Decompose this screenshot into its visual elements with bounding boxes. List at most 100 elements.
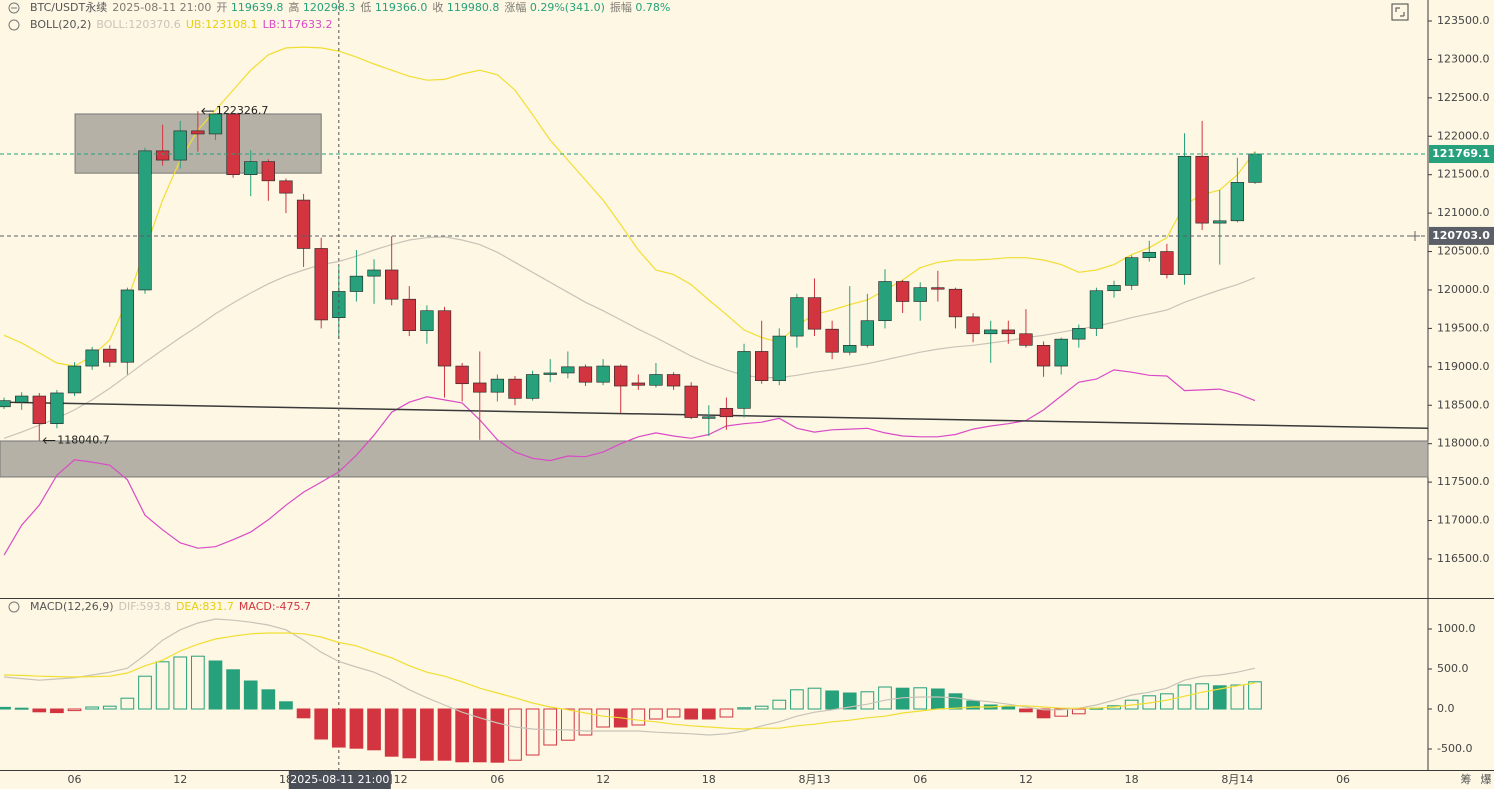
macd-bar: [314, 708, 329, 740]
trend-line: [0, 401, 1429, 430]
y-tick-label: 118500.0: [1437, 398, 1490, 411]
candle-body: [32, 395, 46, 424]
fullscreen-icon[interactable]: [1391, 3, 1409, 21]
label: 高: [288, 1, 300, 14]
macd-bar: [1071, 708, 1086, 715]
candle-body: [67, 365, 82, 394]
candle-body: [1160, 251, 1174, 275]
candle-body: [895, 281, 910, 302]
y-tick-label: 120000.0: [1437, 283, 1490, 296]
indicator-line: [3, 236, 1256, 439]
candle-body: [1142, 252, 1156, 258]
macd-bar: [649, 708, 663, 720]
indicator-icon[interactable]: [8, 19, 20, 31]
price-label: 121769.1: [1432, 147, 1490, 160]
indicator-icon[interactable]: [8, 601, 20, 613]
indicator-name: BOLL(20,2): [30, 18, 92, 31]
y-tick-label: 121000.0: [1437, 206, 1490, 219]
zone: [0, 440, 1429, 478]
candle-body: [719, 408, 734, 418]
x-tick-label: 8月14: [1221, 773, 1253, 786]
macd-bar: [701, 708, 716, 720]
macd-bar: [437, 708, 452, 761]
candle-body: [244, 161, 258, 175]
candle-body: [508, 378, 522, 399]
candle-body: [737, 351, 751, 409]
macd-bar: [561, 708, 575, 741]
price-label-box: [1429, 145, 1494, 164]
value: 119366.0: [374, 1, 428, 14]
candle-body: [543, 372, 557, 375]
candle-body: [1001, 329, 1015, 335]
crosshair-label: 2025-08-11 21:00: [290, 773, 389, 786]
value: 119639.8: [230, 1, 284, 14]
macd-bar: [825, 690, 839, 710]
plus-icon: [1410, 230, 1420, 241]
x-tick-label: 06: [68, 773, 82, 786]
candle-body: [85, 349, 99, 367]
collapse-icon[interactable]: [8, 2, 20, 14]
candle-body: [913, 287, 927, 302]
candle-body: [1107, 285, 1121, 292]
y-tick-label: 123500.0: [1437, 14, 1490, 27]
macd-bar: [878, 686, 892, 710]
toolbar-label: 筹: [1461, 772, 1472, 786]
macd-bar: [543, 708, 558, 746]
candle-body: [649, 374, 663, 386]
macd-bar: [842, 692, 857, 710]
x-tick-label: 12: [596, 773, 610, 786]
candle-body: [1213, 220, 1227, 224]
macd-bar: [1230, 684, 1245, 710]
indicator-line: [4, 632, 1256, 730]
macd-bar: [367, 708, 381, 751]
annotation-arrow: [42, 437, 56, 444]
y-tick-label: 117000.0: [1437, 514, 1490, 527]
candle-body: [860, 320, 875, 346]
candle-body: [402, 298, 416, 332]
macd-bar: [14, 707, 29, 710]
x-tick-label: 12: [173, 773, 187, 786]
candle-body: [1036, 345, 1051, 367]
candle-body: [596, 365, 610, 383]
symbol: BTC/USDT永续: [30, 1, 108, 14]
y-tick-label: 117500.0: [1437, 475, 1490, 488]
y-tick-label: -500.0: [1437, 742, 1472, 755]
y-tick-label: 116500.0: [1437, 552, 1490, 565]
candle-body: [684, 385, 698, 418]
candle-body: [332, 291, 346, 318]
macd-bar: [1036, 708, 1051, 719]
x-tick-label: 06: [490, 773, 504, 786]
candle-body: [385, 269, 399, 300]
candle-body: [50, 392, 64, 424]
indicator-line: [3, 46, 1256, 367]
candle-body: [843, 345, 857, 353]
candle-body: [314, 248, 328, 321]
time: 2025-08-11 21:00: [112, 1, 212, 14]
candle-body: [490, 378, 505, 393]
y-tick-label: 123000.0: [1437, 52, 1490, 65]
macd-bar: [420, 708, 434, 761]
label: 涨幅: [504, 1, 527, 14]
indicator-name: MACD(12,26,9): [30, 600, 114, 613]
macd-bar: [120, 697, 135, 710]
crosshair-label-box: [288, 771, 391, 789]
macd-bar: [772, 699, 787, 710]
candle-body: [702, 416, 716, 419]
macd-bar: [684, 708, 699, 720]
candle-body: [807, 297, 822, 330]
label: 低: [360, 1, 372, 14]
indicator-value: BOLL:120370.6: [96, 18, 181, 31]
macd-bar: [279, 701, 293, 710]
indicator-value: UB:123108.1: [185, 18, 258, 31]
macd-bar: [50, 708, 64, 714]
x-tick-label: 06: [913, 773, 927, 786]
macd-bar: [261, 689, 276, 710]
candle-body: [138, 150, 152, 291]
candle-body: [755, 351, 769, 381]
candle-body: [0, 400, 11, 408]
toolbar-label: 爆: [1481, 772, 1492, 786]
candle-body: [420, 310, 434, 332]
